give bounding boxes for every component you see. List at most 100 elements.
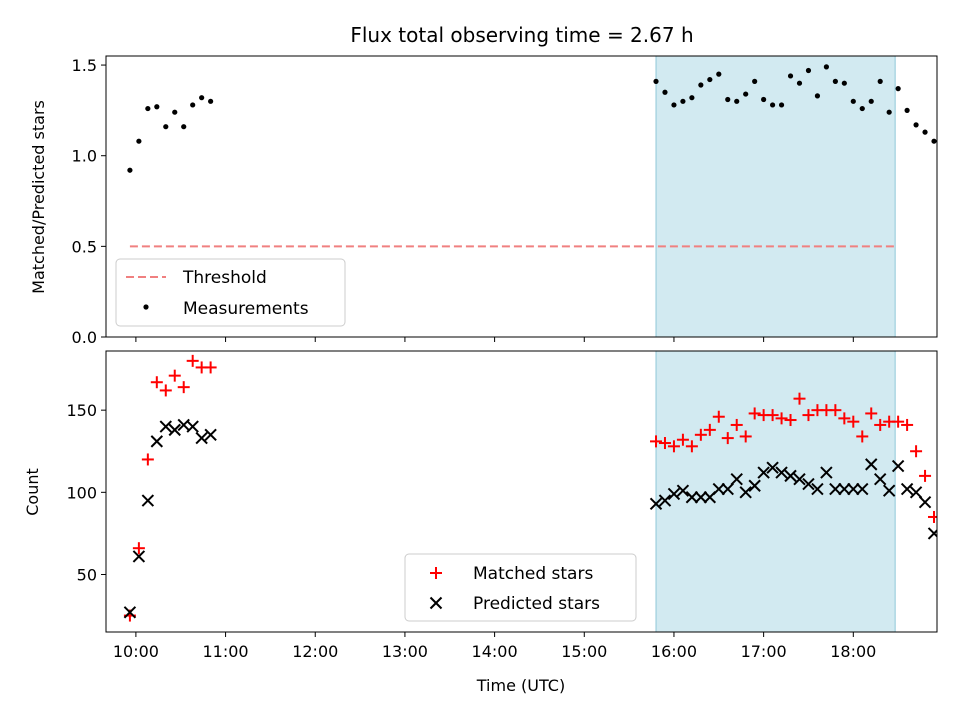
x-tick-label: 10:00 — [113, 642, 159, 661]
measurements-point — [199, 95, 205, 101]
top-plot: 0.0 0.5 1.0 1.5 Threshold Measurements — [72, 55, 938, 347]
matched-stars-point — [865, 407, 878, 420]
measurements-point — [913, 122, 919, 128]
matched-stars-point — [658, 437, 671, 450]
legend-matched-swatch — [430, 567, 442, 579]
bottom-axes-frame — [105, 350, 938, 633]
x-tick-label: 18:00 — [830, 642, 876, 661]
predicted-stars-point — [730, 472, 743, 486]
top-legend-box — [115, 258, 346, 327]
measurements-point — [904, 107, 910, 113]
predicted-stars-point — [882, 484, 896, 497]
measurements-point — [136, 138, 142, 144]
bottom-y-tick-label: 150 — [66, 401, 97, 420]
matched-stars-point — [150, 376, 163, 389]
matched-stars-point — [721, 432, 734, 445]
measurements-point — [163, 124, 169, 130]
matched-stars-point — [793, 392, 806, 405]
matched-stars-point — [847, 415, 860, 428]
measurements-point — [895, 86, 901, 92]
matched-stars-point — [168, 369, 181, 382]
x-tick-label: 11:00 — [203, 642, 249, 661]
predicted-stars-point — [811, 482, 824, 496]
predicted-stars-point — [150, 435, 164, 448]
matched-stars-point — [141, 453, 154, 466]
x-axis-label: Time (UTC) — [476, 676, 565, 695]
measurements-point — [868, 98, 874, 104]
bottom-legend: Matched stars Predicted stars — [404, 553, 637, 622]
measurements-point — [725, 96, 731, 103]
x-tick-label: 16:00 — [651, 642, 697, 661]
measurements-point — [787, 73, 794, 79]
measurements-point — [752, 78, 758, 84]
top-y-tick-label: 0.5 — [72, 237, 97, 256]
bottom-data-layer — [123, 354, 937, 622]
predicted-stars-point — [204, 428, 217, 442]
matched-stars-point — [739, 430, 752, 443]
legend-measurements-swatch — [143, 304, 149, 310]
bottom-y-axis-label: Count — [23, 468, 42, 516]
measurements-point — [769, 102, 776, 108]
matched-stars-point — [856, 430, 869, 443]
matched-stars-point — [676, 433, 689, 446]
measurements-point — [145, 105, 151, 112]
matched-stars-point — [186, 354, 199, 367]
matched-stars-point — [730, 418, 743, 431]
predicted-stars-point — [847, 482, 860, 496]
top-data-layer — [127, 64, 937, 248]
matched-stars-point — [775, 412, 788, 425]
predicted-stars-point — [927, 527, 937, 540]
predicted-stars-point — [649, 497, 663, 511]
measurements-point — [778, 102, 785, 108]
predicted-stars-point — [694, 491, 708, 504]
x-tick-label: 17:00 — [741, 642, 787, 661]
predicted-stars-point — [775, 466, 788, 479]
measurements-point — [805, 67, 812, 74]
predicted-stars-point — [784, 469, 797, 483]
matched-stars-point — [694, 428, 707, 441]
measurements-point — [689, 95, 695, 101]
predicted-stars-point — [676, 484, 690, 497]
matched-stars-point — [802, 409, 815, 422]
matched-stars-point — [838, 412, 851, 425]
predicted-stars-point — [900, 482, 914, 496]
top-y-tick-label: 1.0 — [72, 147, 97, 166]
predicted-stars-point — [168, 423, 181, 437]
measurements-point — [796, 80, 803, 86]
matched-stars-point — [766, 409, 779, 422]
chart-title: Flux total observing time = 2.67 h — [350, 23, 693, 47]
x-tick-label: 15:00 — [561, 642, 607, 661]
predicted-stars-point — [141, 494, 155, 507]
predicted-stars-point — [829, 482, 842, 496]
measurements-point — [181, 124, 187, 130]
predicted-stars-point — [159, 420, 172, 433]
measurements-point — [931, 138, 937, 144]
measurements-point — [208, 98, 214, 104]
matched-stars-point — [667, 440, 680, 453]
matched-stars-point — [177, 381, 190, 394]
measurements-point — [814, 93, 821, 99]
matched-stars-point — [685, 440, 698, 453]
predicted-stars-point — [909, 486, 923, 499]
measurements-point — [662, 89, 668, 95]
predicted-stars-point — [793, 472, 806, 486]
bottom-y-tick-label: 100 — [66, 483, 97, 502]
predicted-stars-point — [739, 486, 752, 499]
matched-stars-point — [204, 361, 217, 374]
predicted-stars-point — [132, 550, 146, 563]
matched-stars-point — [132, 542, 145, 555]
measurements-point — [707, 76, 713, 83]
bottom-legend-box — [404, 553, 637, 622]
predicted-stars-point — [918, 495, 932, 509]
x-tick-label: 12:00 — [292, 642, 338, 661]
matched-stars-point — [919, 469, 932, 482]
measurements-point — [734, 98, 740, 104]
x-tick-label: 13:00 — [382, 642, 428, 661]
predicted-stars-point — [667, 487, 681, 501]
legend-predicted-swatch — [429, 596, 443, 610]
bottom-plot: 50 100 150 10:00 11:00 12:00 13:00 14:00 15:00 16… — [66, 350, 938, 661]
top-y-axis-label: Matched/Predicted stars — [29, 100, 48, 294]
measurements-point — [841, 80, 847, 86]
top-y-tick-label: 1.5 — [72, 56, 97, 75]
